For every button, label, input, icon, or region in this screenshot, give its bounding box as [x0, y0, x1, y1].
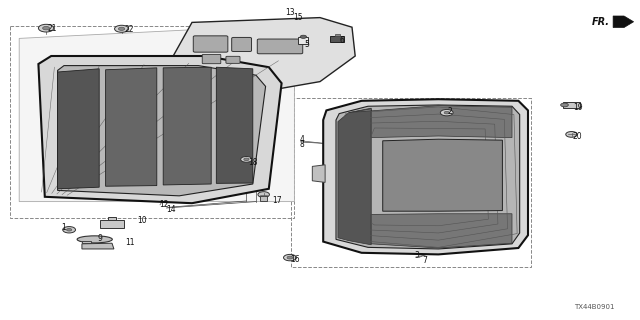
Circle shape: [38, 24, 54, 32]
Bar: [108, 217, 116, 220]
Text: 7: 7: [422, 256, 428, 265]
Text: 14: 14: [166, 205, 176, 214]
Text: 1: 1: [61, 223, 65, 232]
Circle shape: [118, 27, 125, 30]
Text: 16: 16: [291, 255, 300, 264]
Text: 8: 8: [300, 140, 304, 149]
Polygon shape: [312, 165, 325, 182]
Bar: [260, 196, 267, 201]
Bar: [335, 34, 340, 36]
Text: 3: 3: [415, 252, 420, 260]
Polygon shape: [336, 105, 520, 249]
Text: 2: 2: [448, 107, 452, 116]
Text: 20: 20: [573, 132, 582, 141]
Polygon shape: [349, 106, 512, 138]
Circle shape: [440, 109, 453, 116]
Text: 5: 5: [305, 40, 310, 49]
Circle shape: [561, 103, 568, 107]
Polygon shape: [170, 18, 355, 94]
Text: 15: 15: [293, 13, 303, 22]
Circle shape: [241, 156, 252, 162]
Circle shape: [566, 132, 577, 137]
Text: 13: 13: [285, 8, 294, 17]
Text: 22: 22: [125, 25, 134, 34]
Polygon shape: [58, 66, 266, 196]
Text: 6: 6: [339, 36, 344, 45]
Polygon shape: [613, 16, 634, 28]
Polygon shape: [323, 99, 528, 254]
Polygon shape: [106, 68, 157, 186]
Bar: [563, 102, 580, 108]
Ellipse shape: [77, 236, 113, 243]
FancyBboxPatch shape: [232, 37, 252, 52]
Circle shape: [67, 228, 72, 231]
Polygon shape: [58, 69, 99, 189]
Circle shape: [115, 25, 129, 32]
Polygon shape: [338, 108, 371, 245]
Polygon shape: [82, 243, 114, 249]
FancyBboxPatch shape: [193, 36, 228, 52]
Text: 18: 18: [248, 158, 258, 167]
Text: 10: 10: [138, 216, 147, 225]
Circle shape: [43, 27, 49, 30]
Text: 4: 4: [300, 135, 305, 144]
Bar: [330, 36, 344, 42]
FancyBboxPatch shape: [202, 54, 221, 64]
Circle shape: [444, 111, 449, 114]
Text: 17: 17: [272, 196, 282, 205]
Circle shape: [63, 227, 76, 233]
Circle shape: [284, 254, 296, 261]
Bar: [82, 241, 91, 243]
Polygon shape: [216, 67, 253, 183]
Polygon shape: [19, 27, 294, 202]
Bar: [100, 220, 124, 228]
Text: 21: 21: [48, 24, 58, 33]
FancyBboxPatch shape: [226, 56, 240, 63]
Bar: [298, 37, 308, 44]
FancyBboxPatch shape: [257, 39, 303, 54]
Circle shape: [244, 158, 249, 161]
Circle shape: [300, 35, 307, 38]
Polygon shape: [38, 56, 282, 203]
Text: 19: 19: [573, 103, 582, 112]
Text: 12: 12: [159, 200, 168, 209]
Text: 9: 9: [97, 234, 102, 243]
Polygon shape: [371, 214, 512, 248]
Polygon shape: [383, 139, 502, 211]
Circle shape: [287, 256, 293, 259]
Text: TX44B0901: TX44B0901: [574, 304, 614, 310]
Text: 11: 11: [125, 238, 134, 247]
Circle shape: [258, 192, 269, 197]
Polygon shape: [163, 67, 211, 185]
Text: FR.: FR.: [592, 17, 610, 27]
